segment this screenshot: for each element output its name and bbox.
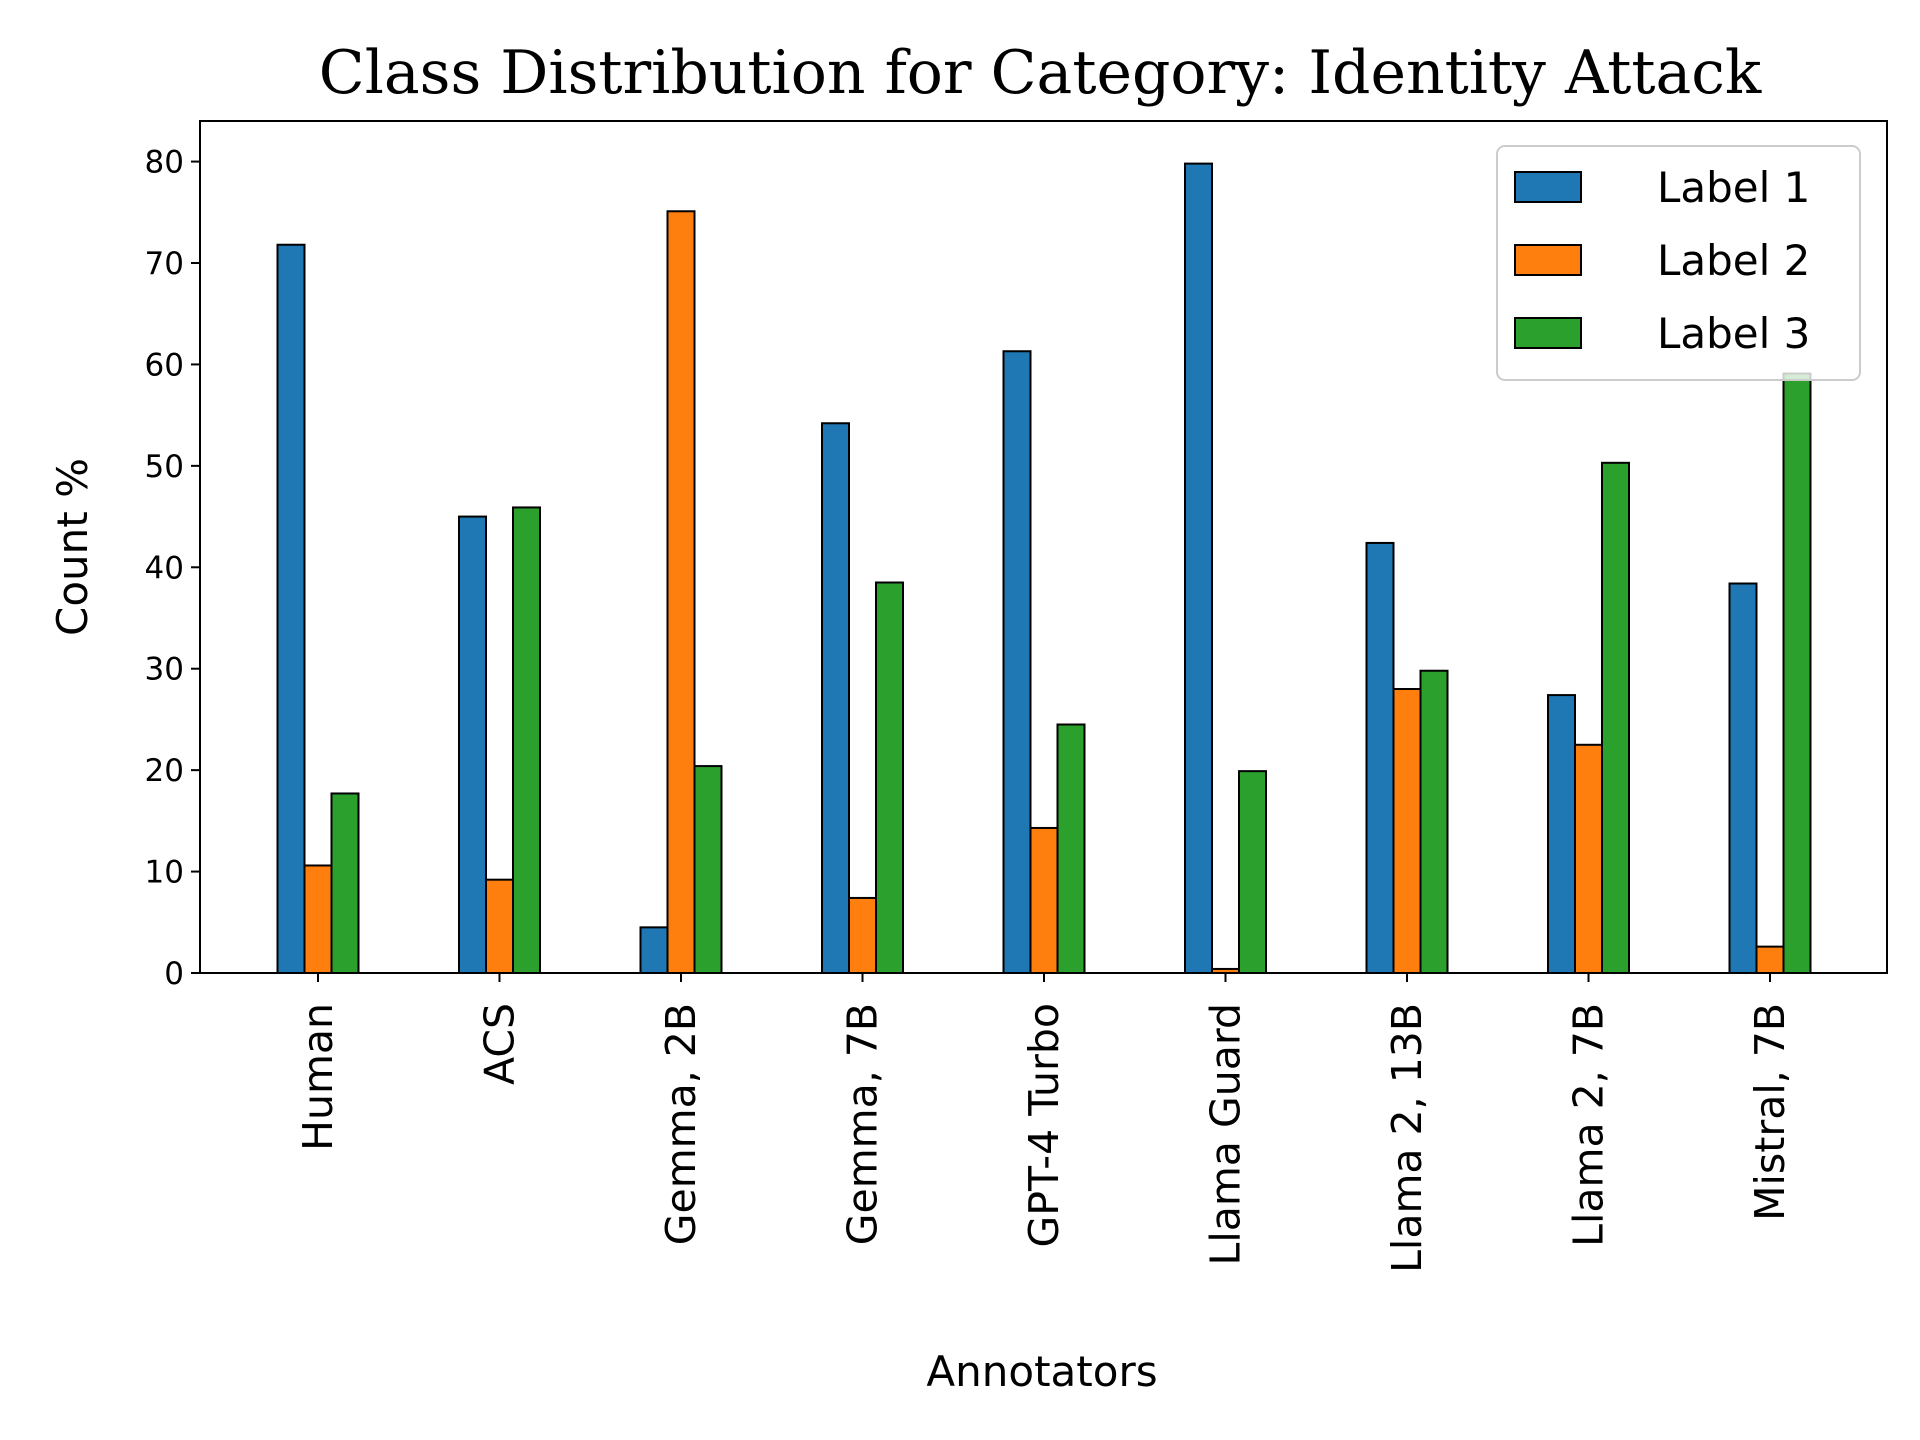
bar-2-9 [1755,945,1785,975]
x-tick-label: Human [294,1003,342,1151]
bar-2-1 [303,864,333,974]
chart-title: Class Distribution for Category: Identit… [319,38,1762,108]
bar-3-7 [1419,669,1449,974]
y-tick-label: 40 [145,550,184,586]
y-axis-label: Count % [48,458,97,636]
legend-label: Label 3 [1657,309,1810,358]
legend-label: Label 2 [1657,236,1810,285]
x-axis-label: Annotators [926,1347,1157,1396]
y-tick-label: 30 [145,652,184,688]
bar-2-3 [666,210,696,974]
y-tick-label: 20 [145,753,184,789]
y-axis: 0 10 20 30 40 50 60 70 80 [145,145,200,992]
x-tick-label: Gemma, 7B [839,1003,887,1245]
x-tick-label: Gemma, 2B [657,1003,705,1245]
bar-1-9 [1728,582,1758,974]
bar-3-3 [693,765,723,974]
y-tick-label: 60 [145,347,184,383]
y-tick-label: 80 [145,145,184,181]
legend-label: Label 1 [1657,163,1810,212]
bar-3-8 [1601,461,1630,974]
y-tick-label: 10 [145,855,184,891]
legend-box [1496,145,1861,381]
bar-1-3 [639,926,669,974]
bar-3-5 [1056,723,1086,974]
x-tick-label: ACS [476,1003,524,1085]
bar-3-9 [1782,372,1812,974]
x-tick-label: GPT-4 Turbo [1020,1003,1068,1247]
bar-1-5 [1002,350,1032,974]
bar-2-2 [485,878,514,975]
bar-3-1 [330,792,360,974]
x-tick-label: Llama Guard [1202,1003,1250,1266]
bar-1-2 [458,515,487,974]
bar-1-6 [1184,162,1213,975]
legend-swatch [1514,317,1582,349]
bar-3-2 [512,506,541,974]
bar-2-5 [1029,826,1059,975]
bar-3-4 [875,581,904,974]
y-tick-label: 0 [164,956,184,992]
bar-1-7 [1365,541,1395,974]
x-axis: Human ACS Gemma, 2B Gemma, 7B GPT-4 Turbo Lla… [294,973,1794,1273]
bar-1-8 [1547,694,1576,974]
bar-2-7 [1392,688,1422,974]
bars-group [276,162,1812,975]
bar-1-1 [276,243,306,974]
bar-3-6 [1238,770,1267,975]
x-tick-label: Llama 2, 7B [1565,1003,1613,1247]
legend-swatch [1514,244,1582,276]
bar-2-4 [848,896,877,975]
bar-2-8 [1574,743,1603,974]
bar-1-4 [821,422,850,974]
legend-swatch [1514,171,1582,203]
x-tick-label: Llama 2, 13B [1383,1003,1431,1273]
x-tick-label: Mistral, 7B [1746,1003,1794,1221]
y-tick-label: 50 [145,449,184,485]
y-tick-label: 70 [145,246,184,282]
legend: Label 1 Label 2 Label 3 [1496,145,1861,381]
